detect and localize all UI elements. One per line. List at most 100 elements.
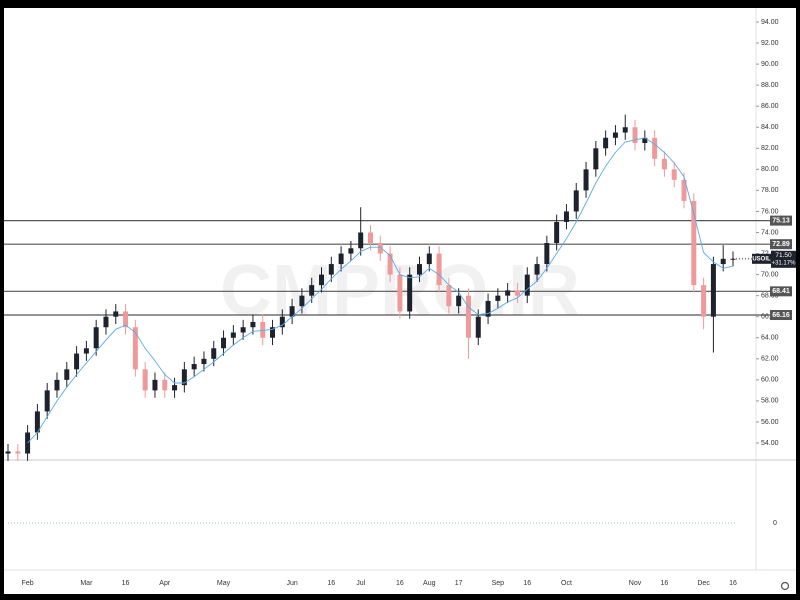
level-label: 66.16 (772, 312, 790, 319)
y-tick-label: 74.00 (761, 229, 779, 236)
candle-body (681, 179, 687, 201)
y-tick-label: 62.00 (761, 356, 779, 363)
y-tick-label: 90.00 (761, 61, 779, 68)
settings-gear[interactable] (780, 581, 790, 591)
y-tick-label: 60.00 (761, 377, 779, 384)
x-tick-label: 16 (396, 580, 404, 587)
candle-body (436, 253, 442, 286)
candle-body (583, 169, 589, 191)
x-tick-label: May (217, 580, 231, 587)
candle-body (505, 290, 511, 296)
candle-body (544, 243, 550, 265)
candle-body (289, 306, 295, 317)
level-label: 72.89 (772, 241, 790, 248)
y-tick-label: 84.00 (761, 124, 779, 131)
candle-body (142, 369, 148, 391)
candle-body (603, 137, 609, 149)
candle-body (338, 253, 344, 265)
candle-body (123, 311, 129, 328)
candle-body (181, 369, 187, 386)
candle-body (211, 348, 217, 359)
price-tag (771, 250, 796, 268)
symbol-label: USOIL (752, 256, 771, 262)
y-tick-label: 80.00 (761, 166, 779, 173)
y-tick-label: 54.00 (761, 440, 779, 447)
y-tick-label: 66.00 (761, 314, 779, 321)
candle-body (54, 379, 60, 391)
settings-icon[interactable] (780, 581, 790, 591)
candle-body (573, 190, 579, 212)
x-tick-label: 16 (729, 580, 737, 587)
x-tick-label: Jul (356, 580, 365, 587)
candle-body (132, 327, 138, 370)
candle-body (554, 221, 560, 244)
candle-body (495, 295, 501, 301)
level-tag (770, 239, 792, 250)
y-tick-label: 88.00 (761, 82, 779, 89)
symbol-tag (752, 253, 771, 264)
x-tick-label: Nov (629, 580, 642, 587)
y-tick-label: 68.00 (761, 292, 779, 299)
candle-body (632, 127, 638, 144)
y-tick-label: 78.00 (761, 187, 779, 194)
candle-body (5, 451, 11, 454)
candle-body (465, 295, 471, 338)
candle-body (74, 353, 80, 370)
y-tick-label: 64.00 (761, 335, 779, 342)
candle-body (279, 316, 285, 328)
candle-body (240, 327, 246, 333)
y-tick-label: 58.00 (761, 398, 779, 405)
candle-body (260, 321, 266, 338)
indicator-tick-label: 0 (773, 520, 777, 527)
x-tick-label: Oct (561, 580, 572, 587)
candle-body (103, 316, 109, 328)
candle-body (622, 127, 628, 133)
candle-body (720, 258, 726, 265)
candle-body (15, 451, 21, 454)
candle-body (397, 274, 403, 312)
candle-body (319, 274, 325, 286)
candle-body (456, 295, 462, 307)
candle-body (514, 290, 520, 296)
candle-body (485, 300, 491, 317)
candle-body (250, 321, 256, 328)
candle-body (358, 232, 364, 249)
candle-body (25, 432, 31, 454)
moving-average-line (27, 137, 734, 444)
candle-body (93, 327, 99, 349)
candle-body (446, 285, 452, 307)
candle-body (426, 253, 432, 265)
candle-body (387, 253, 393, 275)
level-tag (770, 310, 792, 321)
candle-body (642, 137, 648, 144)
candle-body (348, 248, 354, 254)
candle-body (230, 332, 236, 338)
candle-body (368, 232, 373, 244)
candle-body (593, 148, 599, 170)
y-tick-label: 56.00 (761, 419, 779, 426)
x-tick-label: Dec (697, 580, 710, 587)
candle-body (416, 264, 422, 275)
candle-body (201, 358, 207, 365)
candle-body (661, 158, 667, 170)
candle-body (299, 295, 305, 307)
change-label: +31.17% (772, 260, 797, 266)
level-label: 68.41 (772, 288, 790, 295)
x-tick-label: 16 (523, 580, 531, 587)
candle-body (524, 274, 530, 296)
last-price-label: 71.50 (775, 252, 792, 259)
candle-body (152, 379, 158, 391)
x-tick-label: 16 (122, 580, 130, 587)
x-tick-label: Feb (22, 580, 34, 587)
candle-body (191, 364, 197, 370)
candle-body (270, 327, 276, 338)
candle-body (162, 379, 168, 391)
level-tag (770, 215, 792, 226)
candle-body (83, 348, 89, 354)
candle-body (44, 390, 50, 412)
candle-body (113, 311, 119, 317)
y-tick-label: 82.00 (761, 145, 779, 152)
x-tick-label: Jun (286, 580, 297, 587)
